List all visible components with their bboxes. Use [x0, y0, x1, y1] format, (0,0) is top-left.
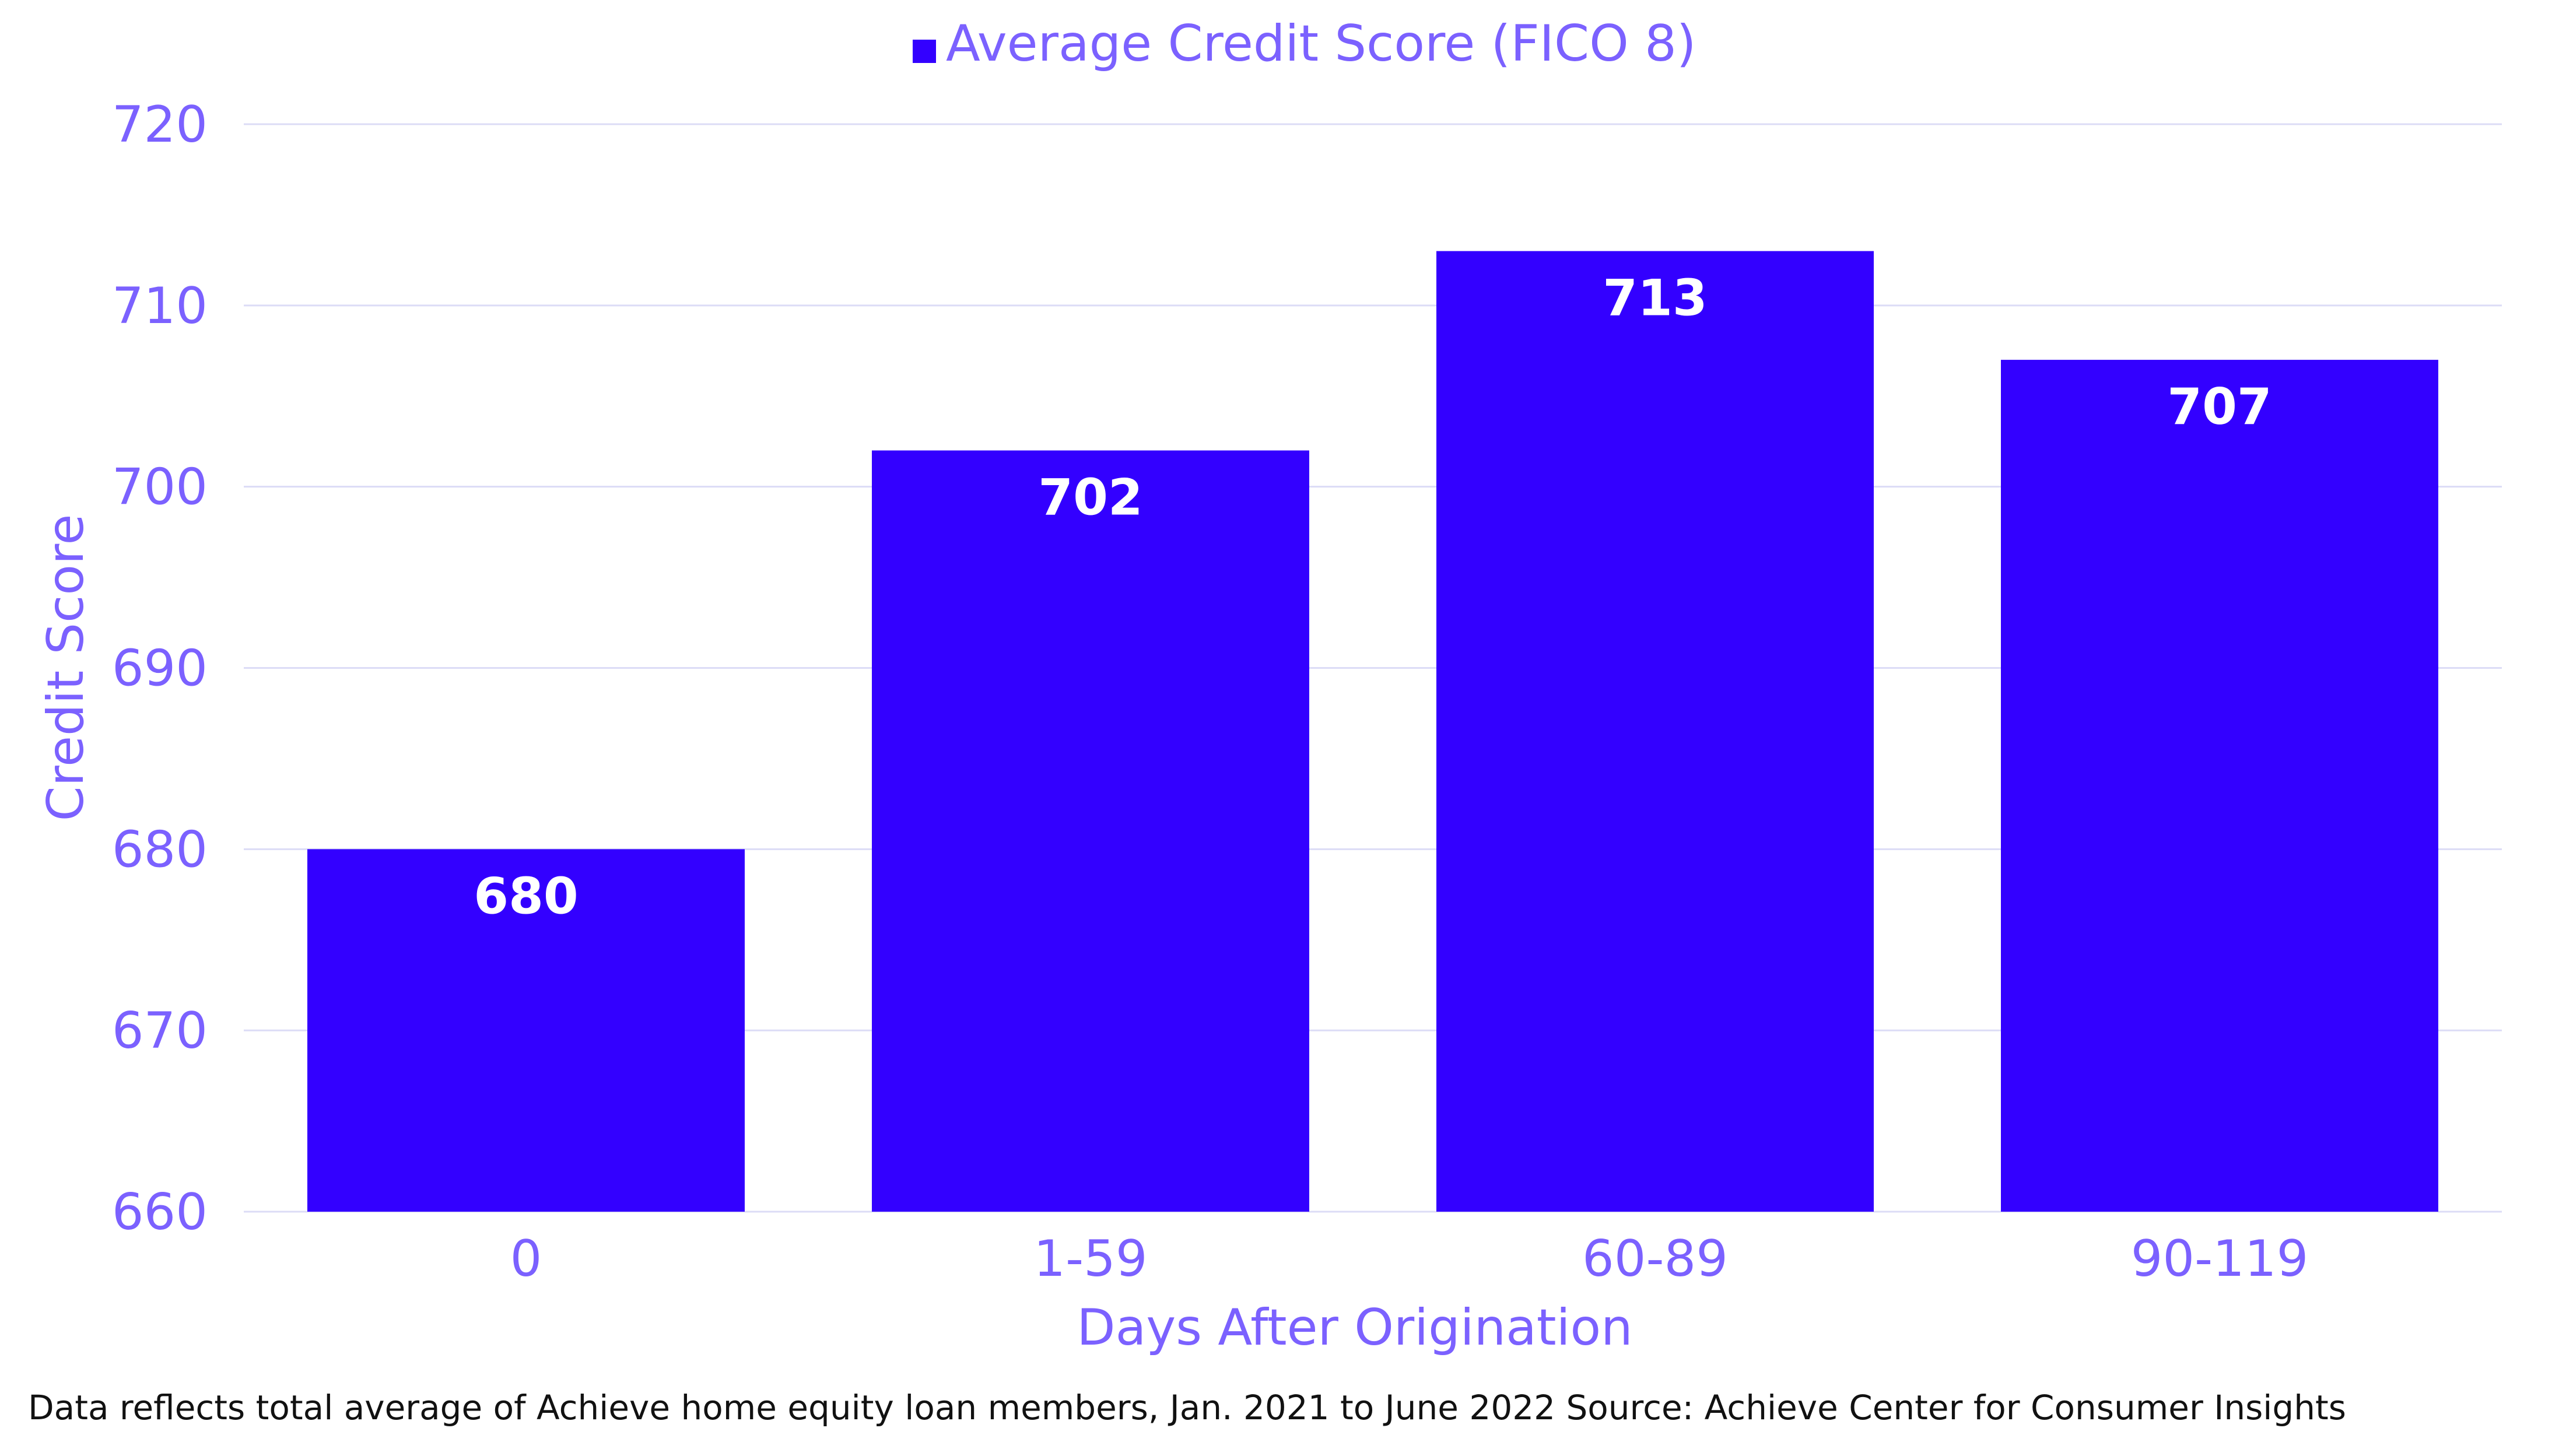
y-tick-label: 690 — [112, 640, 208, 698]
legend-label: Average Credit Score (FICO 8) — [946, 15, 1696, 73]
y-tick-label: 710 — [112, 277, 208, 335]
y-axis-title: Credit Score — [37, 514, 95, 822]
bar-1-59 — [872, 450, 1309, 1212]
legend: Average Credit Score (FICO 8) — [913, 15, 1696, 73]
y-tick-label: 670 — [112, 1002, 208, 1060]
bar-60-89 — [1436, 251, 1874, 1212]
y-tick-label: 680 — [112, 820, 208, 879]
bars — [307, 251, 2438, 1212]
bar-value-label: 713 — [1603, 269, 1708, 328]
source-footnote: Data reflects total average of Achieve h… — [28, 1388, 2346, 1427]
y-tick-label: 700 — [112, 458, 208, 517]
y-tick-label: 660 — [112, 1183, 208, 1241]
x-tick-label: 60-89 — [1582, 1230, 1728, 1288]
x-tick-label: 90-119 — [2131, 1230, 2309, 1288]
y-tick-label: 720 — [112, 96, 208, 154]
bar-90-119 — [2001, 360, 2438, 1212]
bar-value-label: 707 — [2167, 378, 2272, 436]
x-axis-title: Days After Origination — [1077, 1299, 1632, 1357]
x-tick-label: 1-59 — [1033, 1230, 1147, 1288]
labels: 660 670 680 690 700 710 720 680 0 702 1-59 713 60-89… — [112, 96, 2308, 1288]
bar-value-label: 680 — [474, 867, 579, 925]
bar-0 — [307, 849, 745, 1212]
bar-value-label: 702 — [1038, 469, 1143, 527]
legend-swatch — [913, 40, 936, 63]
x-tick-label: 0 — [510, 1230, 542, 1288]
